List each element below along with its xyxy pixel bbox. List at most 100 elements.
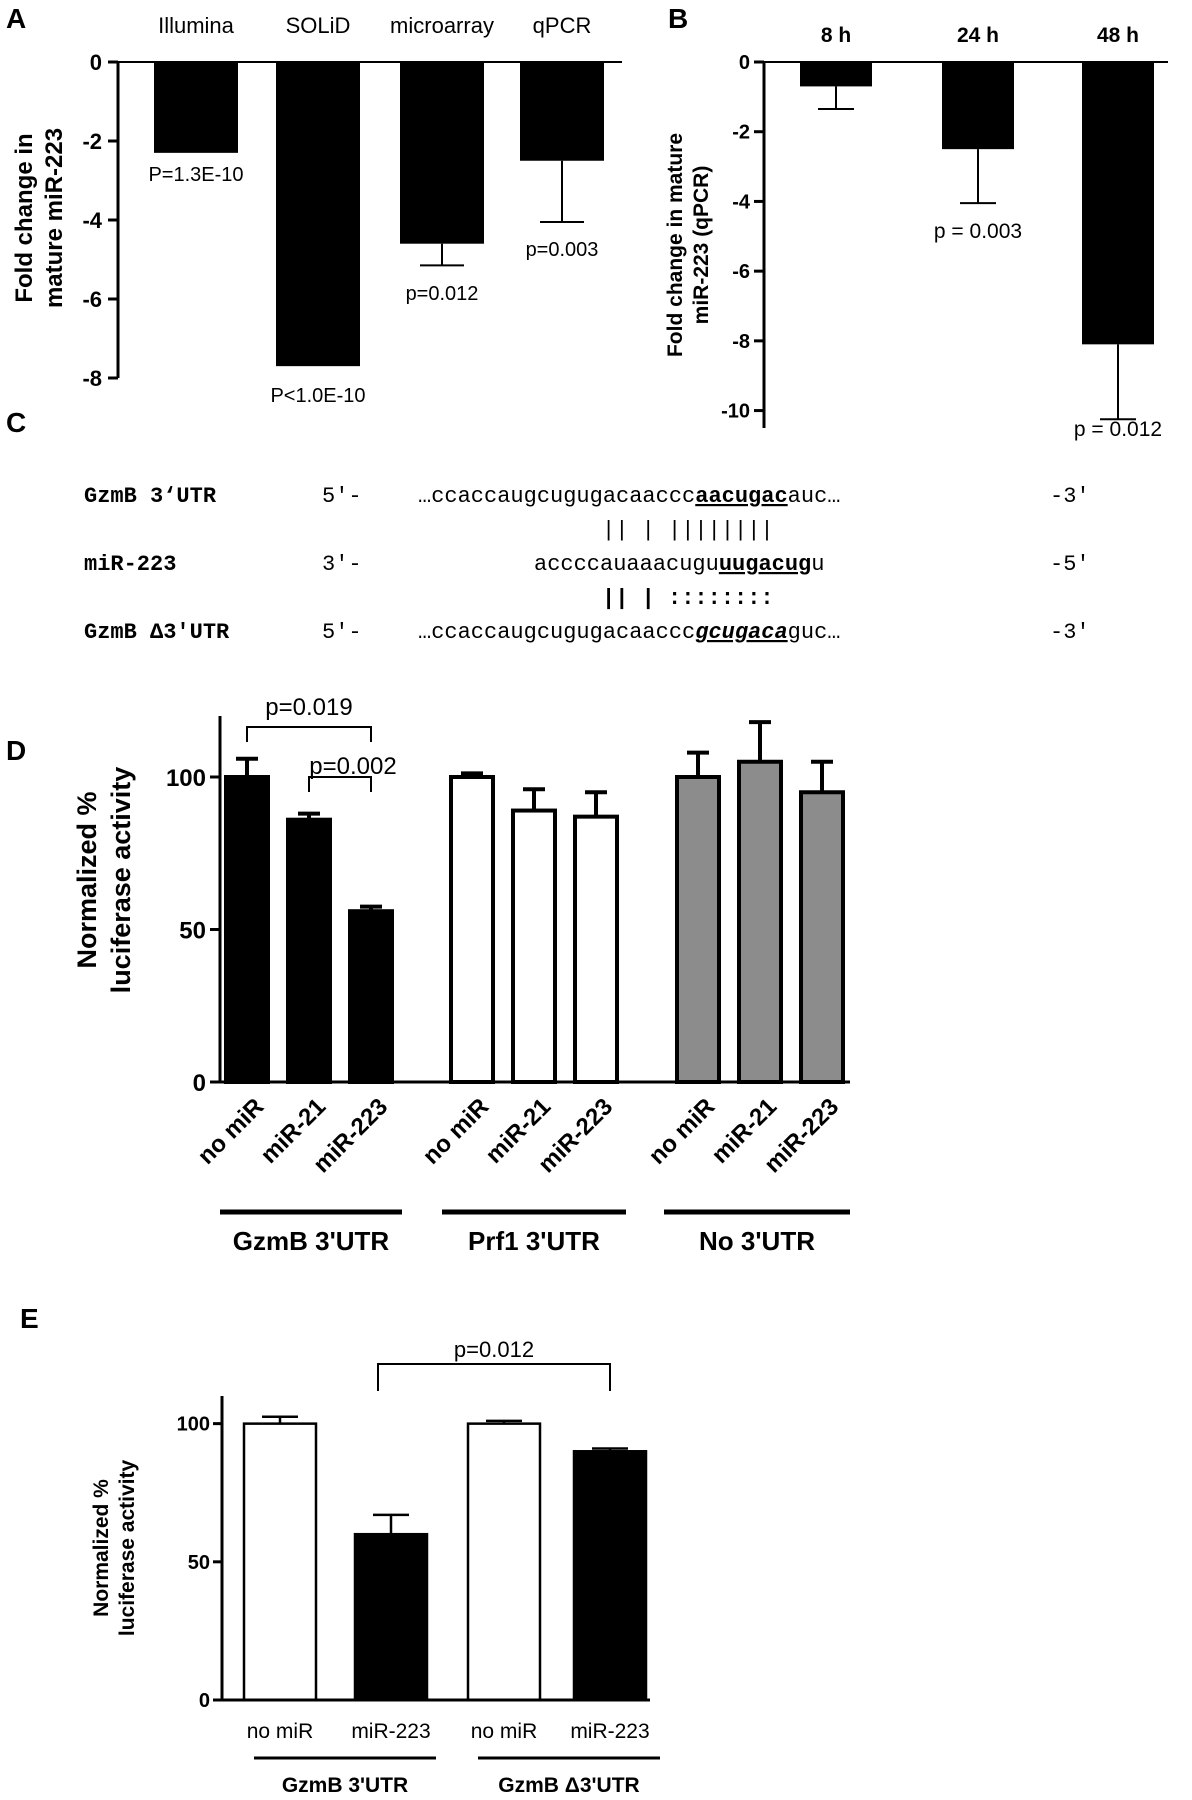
p-value-label: p=0.012 bbox=[406, 283, 479, 305]
sequence-text: …ccaccaugcugugacaacccaacugacauc… bbox=[418, 484, 840, 509]
panel-letter-e: E bbox=[20, 1303, 39, 1334]
y-axis-label: Fold change in mature miR-223 bbox=[11, 128, 68, 308]
sequence-plain: auc… bbox=[788, 484, 841, 509]
panel-a: A 0 -2 -4 -6 -8 Fold change in mature miR-223 Il… bbox=[6, 3, 622, 407]
x-tick-label: no miR bbox=[418, 1093, 495, 1170]
p-value-label: p = 0.012 bbox=[1074, 418, 1162, 441]
bar-miR-223 bbox=[573, 814, 619, 1085]
group-label: GzmB 3'UTR bbox=[233, 1226, 390, 1256]
y-axis-label-line: Normalized % bbox=[72, 791, 102, 968]
sequence-plain: …ccaccaugcugugacaaccc bbox=[418, 620, 695, 645]
bracket-p-value: p=0.012 bbox=[454, 1337, 534, 1362]
sequence-end-label: -3′ bbox=[1050, 620, 1090, 645]
sequence-end-label: 5′- bbox=[322, 620, 362, 645]
y-tick-label: 0 bbox=[90, 50, 102, 75]
bracket-p-value: p=0.002 bbox=[309, 753, 396, 780]
panel-letter-c: C bbox=[6, 407, 26, 438]
y-tick-label: -4 bbox=[82, 208, 102, 233]
panel-letter-a: A bbox=[6, 3, 26, 34]
panel-e: E 0 50 100 Normalized % luciferase activity no… bbox=[20, 1303, 660, 1797]
panel-letter-d: D bbox=[6, 735, 26, 766]
category-label: 48 h bbox=[1097, 24, 1139, 47]
bar-8h bbox=[800, 62, 872, 87]
bar-qpcr bbox=[520, 62, 604, 161]
sequence-name: miR-223 bbox=[84, 552, 176, 577]
sequence-plain: guc… bbox=[788, 620, 841, 645]
y-tick-label: -8 bbox=[732, 331, 750, 353]
y-tick-label: 0 bbox=[193, 1070, 206, 1097]
y-axis-label-line: Fold change in bbox=[11, 133, 38, 302]
significance-bracket bbox=[377, 1363, 611, 1391]
bar-no-miR bbox=[242, 1422, 318, 1702]
y-tick-label: 0 bbox=[739, 52, 750, 74]
group-label: Prf1 3'UTR bbox=[468, 1226, 600, 1256]
y-axis-label-line: mature miR-223 bbox=[41, 128, 68, 308]
y-tick-label: 100 bbox=[177, 1414, 210, 1436]
category-label: microarray bbox=[390, 13, 494, 38]
sequence-plain: …ccaccaugcugugacaaccc bbox=[418, 484, 695, 509]
y-axis-label: Normalized % luciferase activity bbox=[90, 1460, 139, 1637]
bar-solid bbox=[276, 62, 360, 367]
group-label: No 3'UTR bbox=[699, 1226, 815, 1256]
y-tick-label: -2 bbox=[82, 129, 102, 154]
bar-miR-223 bbox=[572, 1450, 648, 1702]
sequence-end-label: 5′- bbox=[322, 484, 362, 509]
bar-24h bbox=[942, 62, 1014, 150]
x-tick-label: miR-223 bbox=[570, 1720, 649, 1743]
sequence-end-label: -5′ bbox=[1050, 552, 1090, 577]
seed-region: uugacug bbox=[719, 552, 811, 577]
bar-miR-21 bbox=[737, 759, 783, 1084]
y-axis-label-line: luciferase activity bbox=[116, 1460, 139, 1637]
y-tick-label: -6 bbox=[82, 287, 102, 312]
bar-no-miR bbox=[224, 775, 270, 1084]
p-value-label: P<1.0E-10 bbox=[270, 385, 365, 407]
bar-illumina bbox=[154, 62, 238, 153]
category-label: 24 h bbox=[957, 24, 999, 47]
base-pair-marks: || | |||||||| bbox=[602, 518, 774, 543]
group-label: GzmB 3'UTR bbox=[282, 1774, 408, 1797]
y-axis-label-line: Normalized % bbox=[90, 1479, 113, 1617]
bar-no-miR bbox=[675, 775, 721, 1084]
category-label: Illumina bbox=[158, 13, 235, 38]
x-tick-label: no miR bbox=[471, 1720, 538, 1743]
bar-miR-223 bbox=[353, 1532, 429, 1702]
y-tick-label: 50 bbox=[179, 918, 206, 945]
y-axis-label-line: luciferase activity bbox=[106, 767, 136, 994]
seed-region: gcugaca bbox=[695, 620, 787, 645]
y-axis-label-line: miR-223 (qPCR) bbox=[690, 166, 713, 325]
bar-miR-21 bbox=[511, 808, 557, 1084]
p-value-label: P=1.3E-10 bbox=[148, 164, 243, 186]
y-tick-label: -10 bbox=[721, 401, 750, 423]
p-value-label: p = 0.003 bbox=[934, 220, 1022, 243]
bar-no-miR bbox=[466, 1422, 542, 1702]
bar-miR-223 bbox=[799, 790, 845, 1084]
sequence-text: …ccaccaugcugugacaacccgcugacaguc… bbox=[418, 620, 840, 645]
y-axis-label: Fold change in mature miR-223 (qPCR) bbox=[664, 133, 713, 357]
sequence-name: GzmB Δ3′UTR bbox=[84, 620, 230, 645]
bar-no-miR bbox=[449, 775, 495, 1084]
category-label: 8 h bbox=[821, 24, 851, 47]
x-tick-label: no miR bbox=[644, 1093, 721, 1170]
group-label: GzmB Δ3'UTR bbox=[498, 1774, 639, 1797]
significance-bracket bbox=[246, 726, 372, 742]
sequence-plain: accccauaaacugu bbox=[534, 552, 719, 577]
x-tick-label: no miR bbox=[193, 1093, 270, 1170]
sequence-end-label: 3′- bbox=[322, 552, 362, 577]
bar-miR-223 bbox=[348, 909, 394, 1085]
x-tick-label: no miR bbox=[247, 1720, 314, 1743]
y-axis-label: Normalized % luciferase activity bbox=[72, 767, 136, 994]
bar-miR-21 bbox=[286, 817, 332, 1084]
y-tick-label: 0 bbox=[199, 1690, 210, 1712]
sequence-text: accccauaaacuguuugacugu bbox=[534, 552, 824, 577]
panel-b: B 0 -2 -4 -6 -8 -10 Fold change in mature miR-22… bbox=[664, 3, 1168, 441]
category-label: SOLiD bbox=[286, 13, 351, 38]
y-tick-label: 50 bbox=[188, 1552, 210, 1574]
bracket-p-value: p=0.019 bbox=[265, 694, 352, 721]
base-pair-marks: || | :::::::: bbox=[602, 586, 774, 611]
seed-region: aacugac bbox=[695, 484, 787, 509]
y-tick-label: -4 bbox=[732, 191, 751, 213]
significance-bracket bbox=[308, 776, 372, 792]
y-tick-label: -8 bbox=[82, 366, 102, 391]
